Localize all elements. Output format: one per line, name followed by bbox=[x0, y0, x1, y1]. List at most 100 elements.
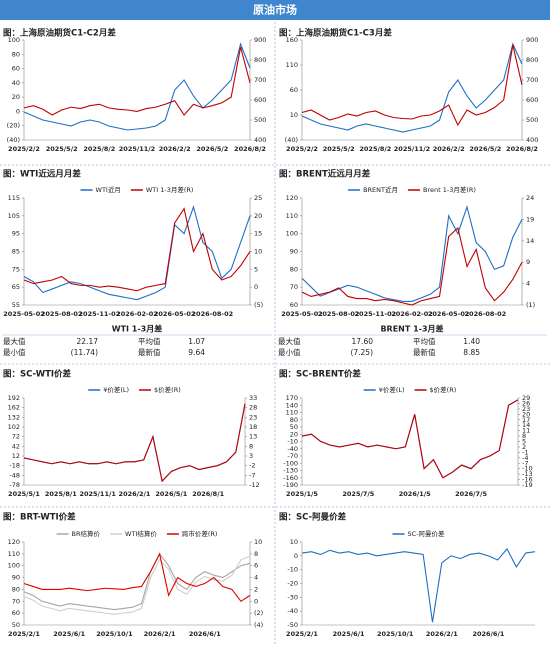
x-tick-label: 2026/1/5 bbox=[399, 490, 431, 498]
table-cell: 平均值 bbox=[413, 336, 436, 346]
x-tick-label: 2025-05-02 bbox=[281, 310, 323, 318]
y-tick-label: -130 bbox=[283, 467, 298, 475]
y2-tick-label: (5) bbox=[254, 301, 263, 309]
legend-label: WTI结算价 bbox=[125, 529, 157, 538]
y2-tick-label: -16 bbox=[522, 476, 533, 484]
table-cell: 1.40 bbox=[463, 337, 480, 346]
table-title: WTI 1-3月差 bbox=[112, 324, 163, 334]
y2-tick-label: (2) bbox=[254, 609, 263, 617]
y-tick-label: 105 bbox=[8, 212, 20, 220]
x-tick-label: 2025/5/2 bbox=[323, 145, 355, 153]
y2-tick-label: 8 bbox=[254, 550, 258, 558]
y2-tick-label: 2 bbox=[522, 443, 526, 451]
legend-label: BR结算价 bbox=[72, 529, 101, 538]
x-tick-label: 2025/11/1 bbox=[79, 490, 116, 498]
legend-label: WTI 1-3月差(R) bbox=[146, 185, 194, 194]
series-line bbox=[23, 552, 251, 603]
y2-tick-label: 23 bbox=[522, 405, 530, 413]
x-tick-label: 2026/2/1 bbox=[426, 630, 458, 638]
y-tick-label: 90 bbox=[12, 574, 20, 582]
x-tick-label: 2025/1/5 bbox=[286, 490, 318, 498]
y-tick-label: 55 bbox=[12, 301, 20, 309]
y-tick-label: 80 bbox=[290, 265, 298, 273]
y-tick-label: -30 bbox=[287, 593, 298, 601]
y-tick-label: -18 bbox=[9, 462, 20, 470]
series-line bbox=[23, 42, 251, 131]
y2-tick-label: -7 bbox=[522, 459, 528, 467]
y2-tick-label: 23 bbox=[249, 413, 257, 421]
y2-tick-label: 700 bbox=[254, 76, 266, 84]
x-tick-label: 2026-02-02 bbox=[116, 310, 158, 318]
y2-tick-label: 500 bbox=[526, 116, 538, 124]
series-line bbox=[23, 205, 251, 301]
y-tick-label: 65 bbox=[12, 283, 20, 291]
y-tick-label: 102 bbox=[8, 423, 20, 431]
y2-tick-label: 28 bbox=[249, 404, 257, 412]
y2-tick-label: 6 bbox=[254, 562, 258, 570]
table-cell: 最小值 bbox=[3, 347, 26, 357]
legend-label: 跨市价差(R) bbox=[182, 529, 218, 538]
series-line bbox=[301, 226, 523, 306]
y2-tick-label: (1) bbox=[526, 301, 535, 309]
x-tick-label: 2026-08-02 bbox=[192, 310, 234, 318]
x-tick-label: 2026/6/1 bbox=[189, 630, 221, 638]
x-tick-label: 2026/2/2 bbox=[433, 145, 465, 153]
header-bar bbox=[0, 0, 550, 20]
x-tick-label: 2025-08-02 bbox=[41, 310, 83, 318]
x-tick-label: 2025/5/2 bbox=[46, 145, 78, 153]
y2-tick-label: 5 bbox=[522, 438, 526, 446]
y-tick-label: -50 bbox=[287, 621, 298, 629]
table-cell: 9.64 bbox=[188, 348, 205, 357]
chart-title: 图：WTI近远月月差 bbox=[3, 169, 81, 180]
table-cell: 8.85 bbox=[463, 348, 480, 357]
y-tick-label: -190 bbox=[283, 481, 298, 489]
y-tick-label: 75 bbox=[12, 265, 20, 273]
y2-tick-label: 14 bbox=[522, 421, 530, 429]
legend-label: SC-阿曼价差 bbox=[407, 529, 445, 538]
series-line bbox=[301, 547, 536, 623]
y2-tick-label: 17 bbox=[522, 416, 530, 424]
y-tick-label: 132 bbox=[8, 413, 20, 421]
x-tick-label: 2025-05-02 bbox=[3, 310, 45, 318]
y2-tick-label: -4 bbox=[522, 454, 528, 462]
y-tick-label: 60 bbox=[12, 65, 20, 73]
x-tick-label: 2026-05-02 bbox=[154, 310, 196, 318]
chart-title: 图：SC-阿曼价差 bbox=[279, 512, 347, 523]
y-tick-label: 110 bbox=[286, 212, 298, 220]
y2-tick-label: -12 bbox=[249, 481, 260, 489]
y2-tick-label: 900 bbox=[526, 36, 538, 44]
y-tick-label: 100 bbox=[8, 562, 20, 570]
y-tick-label: 20 bbox=[290, 430, 298, 438]
y-tick-label: 100 bbox=[286, 230, 298, 238]
series-line bbox=[23, 403, 246, 483]
y2-tick-label: 0 bbox=[254, 597, 258, 605]
y2-tick-label: (4) bbox=[254, 621, 263, 629]
y-tick-label: -70 bbox=[287, 452, 298, 460]
table-cell: (11.74) bbox=[71, 348, 98, 357]
legend-label: $价差(R) bbox=[154, 385, 181, 394]
y2-tick-label: 2 bbox=[254, 585, 258, 593]
y-tick-label: 192 bbox=[8, 394, 20, 402]
y-tick-label: 80 bbox=[12, 585, 20, 593]
x-tick-label: 2025/2/2 bbox=[286, 145, 318, 153]
x-tick-label: 2025/11/2 bbox=[394, 145, 430, 153]
x-tick-label: 2025/8/1 bbox=[45, 490, 77, 498]
y2-tick-label: 11 bbox=[522, 427, 530, 435]
y-tick-label: 50 bbox=[290, 423, 298, 431]
y-tick-label: 90 bbox=[290, 248, 298, 256]
y-tick-label: 80 bbox=[290, 416, 298, 424]
y-tick-label: -20 bbox=[287, 580, 298, 588]
x-tick-label: 2025/2/1 bbox=[286, 630, 318, 638]
y-tick-label: 12 bbox=[12, 452, 20, 460]
y2-tick-label: 900 bbox=[254, 36, 266, 44]
x-tick-label: 2026/5/1 bbox=[155, 490, 187, 498]
y-tick-label: 70 bbox=[290, 283, 298, 291]
x-tick-label: 2025/6/1 bbox=[333, 630, 365, 638]
series-line bbox=[23, 552, 251, 611]
x-tick-label: 2026/2/1 bbox=[119, 490, 151, 498]
y2-tick-label: 5 bbox=[254, 265, 258, 273]
series-line bbox=[301, 205, 523, 302]
series-line bbox=[23, 403, 246, 483]
x-tick-label: 2026/2/1 bbox=[144, 630, 176, 638]
y-tick-label: 115 bbox=[8, 194, 20, 202]
